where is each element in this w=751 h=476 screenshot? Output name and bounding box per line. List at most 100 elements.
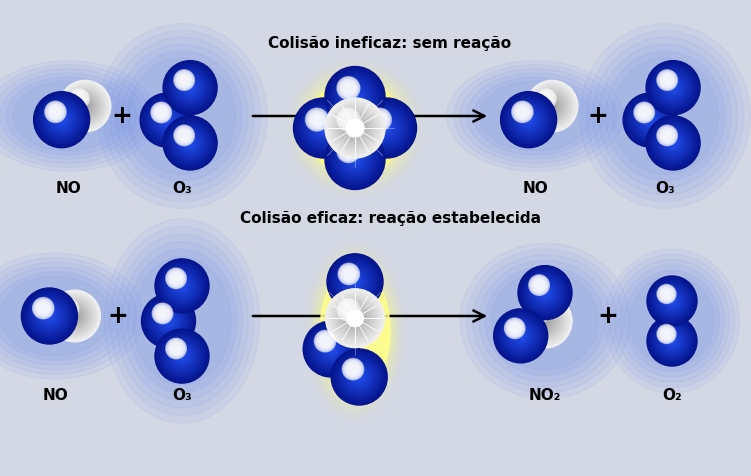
Circle shape xyxy=(304,109,343,148)
Circle shape xyxy=(344,147,353,155)
Circle shape xyxy=(164,338,200,374)
Circle shape xyxy=(158,262,207,310)
Circle shape xyxy=(179,75,189,85)
Circle shape xyxy=(327,131,384,188)
Circle shape xyxy=(327,68,384,125)
Circle shape xyxy=(638,106,650,119)
Circle shape xyxy=(345,86,366,107)
Circle shape xyxy=(34,299,53,317)
Circle shape xyxy=(82,103,89,109)
Ellipse shape xyxy=(0,253,143,379)
Circle shape xyxy=(378,119,396,137)
Circle shape xyxy=(312,329,351,368)
Circle shape xyxy=(68,309,81,323)
Circle shape xyxy=(323,341,339,357)
Circle shape xyxy=(333,297,376,340)
Circle shape xyxy=(347,120,363,136)
Circle shape xyxy=(352,370,366,384)
Circle shape xyxy=(164,62,216,113)
Ellipse shape xyxy=(122,242,243,400)
Circle shape xyxy=(47,106,76,134)
Circle shape xyxy=(170,68,210,108)
Circle shape xyxy=(658,127,676,144)
Ellipse shape xyxy=(307,80,403,176)
Circle shape xyxy=(168,66,212,109)
Circle shape xyxy=(515,330,526,341)
Circle shape xyxy=(161,336,202,377)
Circle shape xyxy=(327,345,336,353)
Ellipse shape xyxy=(599,44,731,188)
Circle shape xyxy=(632,102,668,138)
Circle shape xyxy=(510,325,532,347)
Circle shape xyxy=(170,344,195,368)
Circle shape xyxy=(632,101,669,139)
Circle shape xyxy=(663,131,671,139)
Circle shape xyxy=(535,283,554,302)
Circle shape xyxy=(538,92,566,120)
Circle shape xyxy=(382,123,391,132)
Ellipse shape xyxy=(292,65,418,191)
Circle shape xyxy=(351,367,356,372)
Circle shape xyxy=(331,72,379,120)
Circle shape xyxy=(39,97,84,142)
Circle shape xyxy=(45,101,66,122)
Circle shape xyxy=(158,110,164,115)
Circle shape xyxy=(342,114,354,125)
Circle shape xyxy=(493,309,547,363)
Circle shape xyxy=(543,319,547,323)
Circle shape xyxy=(665,294,680,308)
Circle shape xyxy=(650,318,695,364)
Circle shape xyxy=(170,272,182,285)
Circle shape xyxy=(661,76,685,100)
Circle shape xyxy=(663,76,671,84)
Ellipse shape xyxy=(0,73,137,159)
Circle shape xyxy=(651,320,693,362)
Circle shape xyxy=(334,352,385,402)
Circle shape xyxy=(538,91,554,107)
Ellipse shape xyxy=(0,277,110,356)
Circle shape xyxy=(155,106,167,119)
Circle shape xyxy=(348,273,350,275)
Circle shape xyxy=(517,109,540,131)
Circle shape xyxy=(531,307,559,336)
Circle shape xyxy=(659,129,686,157)
Circle shape xyxy=(158,309,167,317)
Circle shape xyxy=(38,303,49,314)
Ellipse shape xyxy=(320,268,390,394)
Ellipse shape xyxy=(116,44,248,188)
Circle shape xyxy=(330,134,381,185)
Circle shape xyxy=(655,324,689,358)
Circle shape xyxy=(634,104,666,136)
Circle shape xyxy=(671,85,676,90)
Circle shape xyxy=(530,305,547,322)
Circle shape xyxy=(360,101,414,155)
Circle shape xyxy=(171,69,209,107)
Circle shape xyxy=(59,300,90,331)
Circle shape xyxy=(361,102,412,153)
Circle shape xyxy=(66,87,104,125)
Circle shape xyxy=(538,312,541,315)
Circle shape xyxy=(347,149,350,152)
Circle shape xyxy=(353,317,357,320)
Circle shape xyxy=(32,299,66,333)
Circle shape xyxy=(344,360,362,378)
Circle shape xyxy=(171,343,181,354)
Circle shape xyxy=(56,114,67,125)
Circle shape xyxy=(65,306,85,327)
Circle shape xyxy=(38,96,86,143)
Ellipse shape xyxy=(313,256,397,406)
Circle shape xyxy=(547,101,557,111)
Circle shape xyxy=(347,273,363,290)
Circle shape xyxy=(333,259,378,304)
Text: Colisão ineficaz: sem reação: Colisão ineficaz: sem reação xyxy=(268,36,511,51)
Circle shape xyxy=(646,116,654,124)
Circle shape xyxy=(659,74,686,101)
Text: Colisão eficaz: reação estabelecida: Colisão eficaz: reação estabelecida xyxy=(240,211,541,226)
Circle shape xyxy=(671,142,674,144)
Circle shape xyxy=(503,95,553,145)
Circle shape xyxy=(310,115,337,141)
Circle shape xyxy=(155,108,179,132)
Circle shape xyxy=(657,325,676,344)
Circle shape xyxy=(651,280,693,322)
Circle shape xyxy=(21,288,77,344)
